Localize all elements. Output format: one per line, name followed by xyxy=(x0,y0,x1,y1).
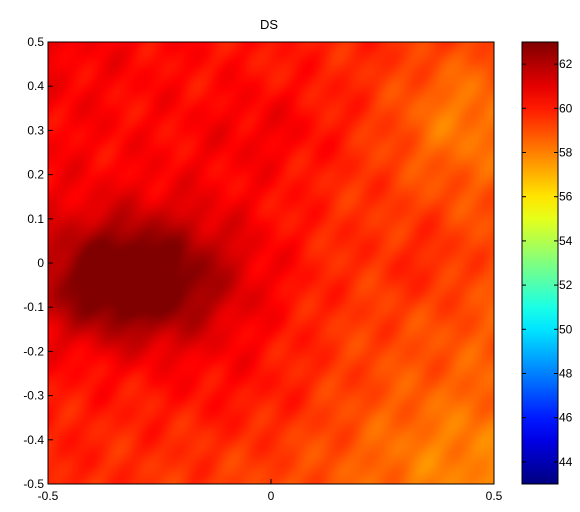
y-tick-label: -0.2 xyxy=(23,344,44,358)
colorbar-tick-label: 44 xyxy=(559,455,573,469)
y-tick-label: 0 xyxy=(37,256,44,270)
y-tick-label: -0.3 xyxy=(23,389,44,403)
y-tick-label: 0.3 xyxy=(27,123,44,137)
colorbar-tick-label: 58 xyxy=(559,146,573,160)
colorbar-tick-label: 48 xyxy=(559,367,573,381)
colorbar: 62 60 58 56 54 52 50 48 46 44 xyxy=(521,41,573,485)
colorbar-gradient xyxy=(522,42,558,484)
colorbar-tick-label: 62 xyxy=(559,57,573,71)
y-tick-label: 0.2 xyxy=(27,168,44,182)
colorbar-tick-label: 56 xyxy=(559,190,573,204)
chart-title: DS xyxy=(260,17,278,32)
colorbar-tick-label: 50 xyxy=(559,322,573,336)
x-axis: -0.5 0 0.5 xyxy=(38,479,503,503)
y-tick-label: 0.4 xyxy=(27,79,44,93)
x-tick-label: -0.5 xyxy=(38,489,59,503)
x-tick-label: 0 xyxy=(268,489,275,503)
colorbar-tick-label: 46 xyxy=(559,411,573,425)
y-axis: 0.5 0.4 0.3 0.2 0.1 0 -0.1 -0.2 -0.3 -0.4 -0.5 xyxy=(23,35,53,491)
y-tick-label: -0.1 xyxy=(23,300,44,314)
colorbar-frame xyxy=(521,41,559,485)
y-tick-label: -0.5 xyxy=(23,477,44,491)
y-tick-label: 0.5 xyxy=(27,35,44,49)
colorbar-tick-label: 52 xyxy=(559,278,573,292)
heatmap-image xyxy=(48,42,494,484)
x-tick-label: 0.5 xyxy=(486,489,503,503)
plot-area xyxy=(47,41,495,485)
y-tick-label: 0.1 xyxy=(27,212,44,226)
colorbar-tick-label: 60 xyxy=(559,101,573,115)
colorbar-tick-label: 54 xyxy=(559,234,573,248)
y-tick-label: -0.4 xyxy=(23,433,44,447)
